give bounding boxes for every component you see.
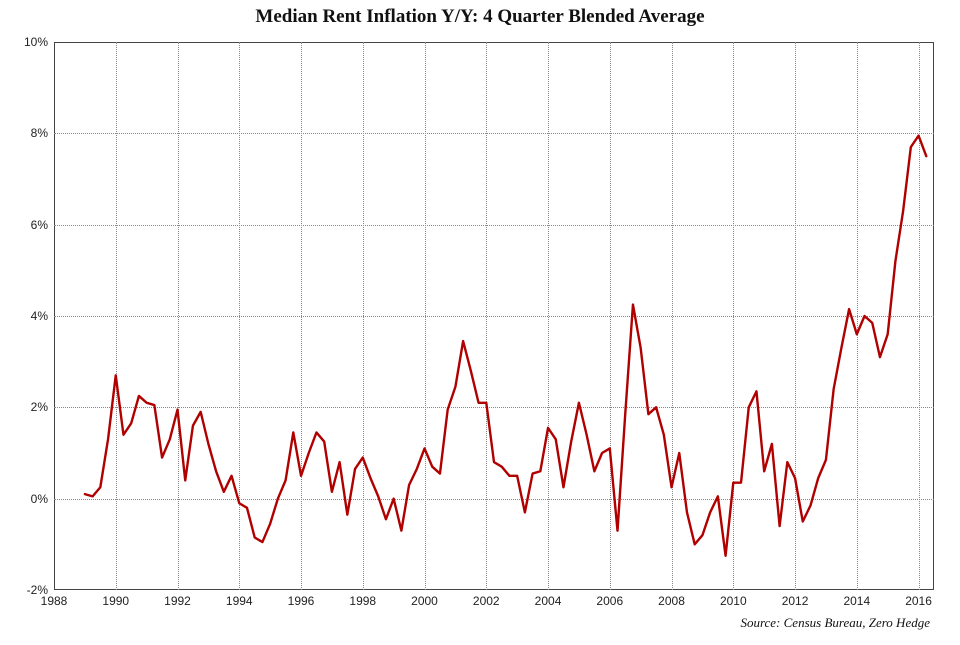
y-axis-tick-label: 4% (31, 309, 54, 323)
x-axis-tick-label: 2010 (720, 590, 747, 608)
x-axis-tick-label: 1994 (226, 590, 253, 608)
x-axis-tick-label: 2014 (843, 590, 870, 608)
x-axis-tick-label: 1992 (164, 590, 191, 608)
y-axis-tick-label: 10% (24, 35, 54, 49)
chart-title: Median Rent Inflation Y/Y: 4 Quarter Ble… (0, 6, 960, 28)
x-axis-tick-label: 1988 (41, 590, 68, 608)
y-axis-tick-label: 6% (31, 218, 54, 232)
x-axis-tick-label: 2016 (905, 590, 932, 608)
x-axis-tick-label: 2000 (411, 590, 438, 608)
source-note: Source: Census Bureau, Zero Hedge (740, 615, 930, 631)
x-axis-tick-label: 2012 (782, 590, 809, 608)
chart-container: Median Rent Inflation Y/Y: 4 Quarter Ble… (0, 0, 960, 645)
x-axis-tick-label: 2006 (596, 590, 623, 608)
series-line (54, 42, 934, 590)
x-axis-tick-label: 2008 (658, 590, 685, 608)
x-axis-tick-label: 1996 (288, 590, 315, 608)
x-axis-tick-label: 1998 (349, 590, 376, 608)
y-axis-tick-label: 0% (31, 492, 54, 506)
x-axis-tick-label: 2002 (473, 590, 500, 608)
y-axis-tick-label: 8% (31, 126, 54, 140)
plot-area: -2%0%2%4%6%8%10%198819901992199419961998… (54, 42, 934, 590)
x-axis-tick-label: 1990 (102, 590, 129, 608)
y-axis-tick-label: 2% (31, 400, 54, 414)
x-axis-tick-label: 2004 (535, 590, 562, 608)
